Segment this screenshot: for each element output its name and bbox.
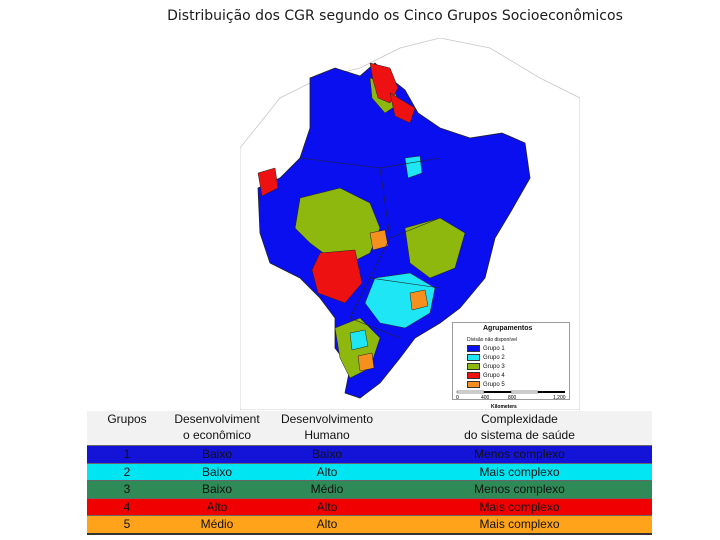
legend-item-grupo4: Grupo 4 xyxy=(467,372,505,379)
map-legend: Agrupamentos Divisão não disponível Grup… xyxy=(452,322,570,400)
table-cell-grupo: 2 xyxy=(123,464,131,479)
header-grupos: Grupos xyxy=(87,411,167,446)
region-grupo2-southeast xyxy=(364,272,436,329)
table-cell-eco: Baixo xyxy=(201,447,233,462)
legend-item-grupo1: Grupo 1 xyxy=(467,345,505,352)
header-desenvolvimento-humano: Desenvolvimento Humano xyxy=(267,411,387,446)
page-title: Distribuição dos CGR segundo os Cinco Gr… xyxy=(167,8,623,24)
table-cell-hum: Alto xyxy=(316,464,338,479)
legend-label: Grupo 5 xyxy=(483,381,505,388)
legend-label: Grupo 3 xyxy=(483,363,505,370)
region-grupo4-mt xyxy=(311,249,363,304)
scale-tick-2: 800 xyxy=(508,395,517,401)
table-cell-eco: Baixo xyxy=(201,482,233,497)
table-cell-grupo: 4 xyxy=(123,499,131,514)
table-cell-eco: Alto xyxy=(206,499,228,514)
header-complexidade: Complexidade do sistema de saúde xyxy=(387,411,652,446)
table-cell-saude: Mais complexo xyxy=(479,517,560,532)
groups-table: Grupos Desenvolviment o econômico Desenvo… xyxy=(87,411,652,535)
region-grupo5-se xyxy=(409,289,429,311)
table-row: 1 Baixo Baixo Menos complexo xyxy=(87,445,652,463)
brazil-map xyxy=(240,38,580,410)
table-cell-grupo: 5 xyxy=(123,517,131,532)
legend-label: Grupo 2 xyxy=(483,354,505,361)
table-cell-grupo: 3 xyxy=(123,482,131,497)
scale-bar: 0 400 800 1,200 Kilometers xyxy=(456,390,566,410)
legend-swatch xyxy=(467,381,480,388)
region-grupo5-south xyxy=(357,352,375,372)
scale-unit: Kilometers xyxy=(491,404,517,410)
header-desenvolvimento-economico: Desenvolviment o econômico xyxy=(167,411,267,446)
table-cell-eco: Baixo xyxy=(201,464,233,479)
region-grupo4-north xyxy=(369,62,399,104)
legend-item-grupo2: Grupo 2 xyxy=(467,354,505,361)
region-grupo4-pa xyxy=(389,92,416,124)
table-cell-hum: Baixo xyxy=(311,447,343,462)
scale-tick-3: 1,200 xyxy=(553,395,566,401)
legend-swatch xyxy=(467,372,480,379)
legend-item-grupo3: Grupo 3 xyxy=(467,363,505,370)
region-grupo1-base xyxy=(257,62,531,399)
legend-swatch xyxy=(467,354,480,361)
table-cell-hum: Alto xyxy=(316,499,338,514)
table-row: 5 Médio Alto Mais complexo xyxy=(87,515,652,534)
region-grupo3-center xyxy=(294,187,381,264)
table-cell-saude: Mais complexo xyxy=(479,499,560,514)
table-header-row: Grupos Desenvolviment o econômico Desenvo… xyxy=(87,411,652,446)
scale-tick-0: 0 xyxy=(456,395,459,401)
table-cell-grupo: 1 xyxy=(123,447,131,462)
legend-item-grupo5: Grupo 5 xyxy=(467,381,505,388)
table-row: 4 Alto Alto Mais complexo xyxy=(87,498,652,516)
legend-title: Agrupamentos xyxy=(483,325,533,332)
table-cell-saude: Menos complexo xyxy=(474,447,565,462)
legend-label: Grupo 4 xyxy=(483,372,505,379)
table-cell-eco: Médio xyxy=(200,517,234,532)
legend-label: Grupo 1 xyxy=(483,345,505,352)
table-row: 3 Baixo Médio Menos complexo xyxy=(87,480,652,498)
table-cell-hum: Médio xyxy=(310,482,344,497)
legend-no-data-label: Divisão não disponível xyxy=(467,337,518,343)
region-grupo4-ac xyxy=(257,167,279,197)
region-grupo5-center xyxy=(369,229,389,251)
scale-tick-1: 400 xyxy=(481,395,490,401)
table-cell-saude: Mais complexo xyxy=(479,464,560,479)
state-borders xyxy=(294,157,441,339)
table-cell-saude: Menos complexo xyxy=(474,482,565,497)
region-grupo2-south xyxy=(349,329,369,351)
table-cell-hum: Alto xyxy=(316,517,338,532)
legend-swatch xyxy=(467,345,480,352)
table-row: 2 Baixo Alto Mais complexo xyxy=(87,463,652,481)
legend-swatch xyxy=(467,363,480,370)
